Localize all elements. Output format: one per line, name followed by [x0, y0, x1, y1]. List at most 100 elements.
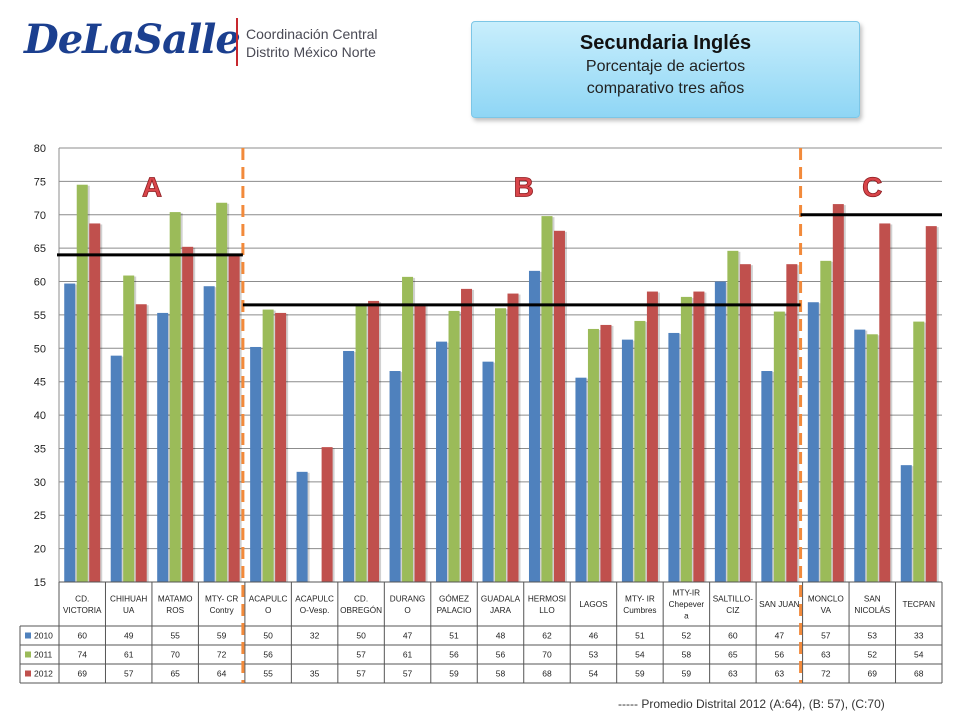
bar-2012 — [925, 226, 937, 582]
category-label: HERMOSI — [528, 594, 566, 603]
legend-label: 2011 — [34, 650, 53, 660]
category-label: GÓMEZ — [439, 593, 469, 603]
data-label: 70 — [170, 650, 180, 660]
data-label: 60 — [728, 631, 738, 641]
data-label: 48 — [496, 631, 506, 641]
y-tick-label: 75 — [34, 176, 46, 188]
category-label: Contry — [210, 606, 235, 615]
bar-2011 — [866, 334, 878, 582]
bar-2010 — [714, 281, 726, 582]
data-label: 58 — [682, 650, 692, 660]
data-label: 51 — [449, 631, 459, 641]
bar-2012 — [739, 264, 751, 582]
category-label: ROS — [166, 606, 184, 615]
bar-2012 — [461, 288, 473, 582]
data-label: 68 — [542, 669, 552, 679]
logo-wordmark: DeLaSalle — [24, 16, 241, 63]
data-label: 54 — [635, 650, 645, 660]
subtitle-line-1: Porcentaje de aciertos — [585, 58, 746, 75]
data-label: 57 — [403, 669, 413, 679]
category-label: GUADALA — [481, 594, 521, 603]
y-tick-label: 80 — [34, 143, 46, 155]
legend-label: 2010 — [34, 631, 53, 641]
bar-2010 — [296, 471, 308, 582]
data-label: 59 — [217, 631, 227, 641]
data-label: 54 — [914, 650, 924, 660]
data-label: 72 — [821, 669, 831, 679]
data-label: 68 — [914, 669, 924, 679]
logo-line-1: Coordinación Central — [246, 26, 378, 42]
legend-key-2011 — [25, 651, 31, 658]
bar-2010 — [621, 339, 633, 582]
bar-2011 — [216, 202, 228, 582]
category-label: NICOLÁS — [854, 605, 890, 615]
logo-line-2: Distrito México Norte — [246, 44, 376, 60]
y-tick-label: 45 — [34, 377, 46, 389]
data-label: 50 — [356, 631, 366, 641]
category-label: Cumbres — [623, 606, 656, 615]
category-label: O — [265, 606, 271, 615]
category-label: VA — [821, 606, 832, 615]
bar-2012 — [182, 246, 194, 582]
bar-2011 — [541, 216, 553, 582]
bar-2012 — [228, 254, 240, 582]
bar-2010 — [807, 302, 819, 582]
bar-2011 — [402, 276, 414, 582]
y-tick-label: 30 — [34, 477, 46, 489]
category-label: LAGOS — [579, 600, 608, 609]
bar-2011 — [123, 275, 135, 582]
bar-2010 — [203, 286, 215, 582]
bar-2010 — [64, 283, 76, 582]
y-tick-label: 20 — [34, 544, 46, 556]
bar-chart: 15 20 25 30 35 40 45 50 55 60 65 70 75 80 CD. VICTORIA C… — [19, 143, 943, 684]
bar-2011 — [495, 308, 506, 582]
legend-key-2010 — [25, 632, 31, 639]
bar-2012 — [646, 291, 658, 582]
category-label: TECPAN — [902, 600, 935, 609]
y-tick-label: 40 — [34, 410, 46, 422]
bar-2010 — [436, 341, 448, 582]
legend-label: 2012 — [34, 669, 53, 679]
data-label: 72 — [217, 650, 227, 660]
data-label: 35 — [310, 669, 320, 679]
data-label: 65 — [728, 650, 738, 660]
data-label: 59 — [635, 669, 645, 679]
category-label: VICTORIA — [63, 606, 102, 615]
data-label: 59 — [682, 669, 692, 679]
y-tick-label: 35 — [34, 443, 46, 455]
data-label: 57 — [356, 650, 366, 660]
data-label: 46 — [589, 631, 599, 641]
y-tick-label: 25 — [34, 510, 46, 522]
category-label: OBREGÓN — [340, 605, 382, 615]
bar-2011 — [169, 212, 181, 583]
bar-2010 — [900, 465, 912, 582]
bar-2012 — [321, 447, 333, 582]
category-label: MTY-IR — [673, 589, 701, 598]
bar-2012 — [879, 223, 891, 583]
category-label: MATAMO — [158, 594, 193, 603]
bar-2012 — [786, 264, 798, 582]
bar-2011 — [634, 320, 646, 582]
data-label: 33 — [914, 631, 924, 641]
category-label: Chepever — [669, 600, 705, 609]
data-label: 57 — [821, 631, 831, 641]
data-label: 74 — [78, 650, 88, 660]
data-label: 61 — [124, 650, 134, 660]
bar-2011 — [76, 184, 88, 582]
data-label: 57 — [356, 669, 366, 679]
bar-2012 — [135, 304, 147, 582]
y-tick-label: 60 — [34, 277, 46, 289]
bar-2010 — [575, 377, 587, 582]
data-label: 55 — [170, 631, 180, 641]
data-label: 64 — [217, 669, 227, 679]
category-label: O-Vesp. — [300, 606, 330, 615]
bar-2011 — [448, 310, 460, 582]
bar-2012 — [832, 204, 844, 582]
category-label: ACAPULC — [295, 594, 334, 603]
bar-2012 — [600, 324, 612, 582]
bar-2012 — [553, 230, 565, 582]
data-label: 59 — [449, 669, 459, 679]
data-label: 52 — [682, 631, 692, 641]
bar-2010 — [343, 350, 355, 582]
category-label: CIZ — [726, 606, 739, 615]
